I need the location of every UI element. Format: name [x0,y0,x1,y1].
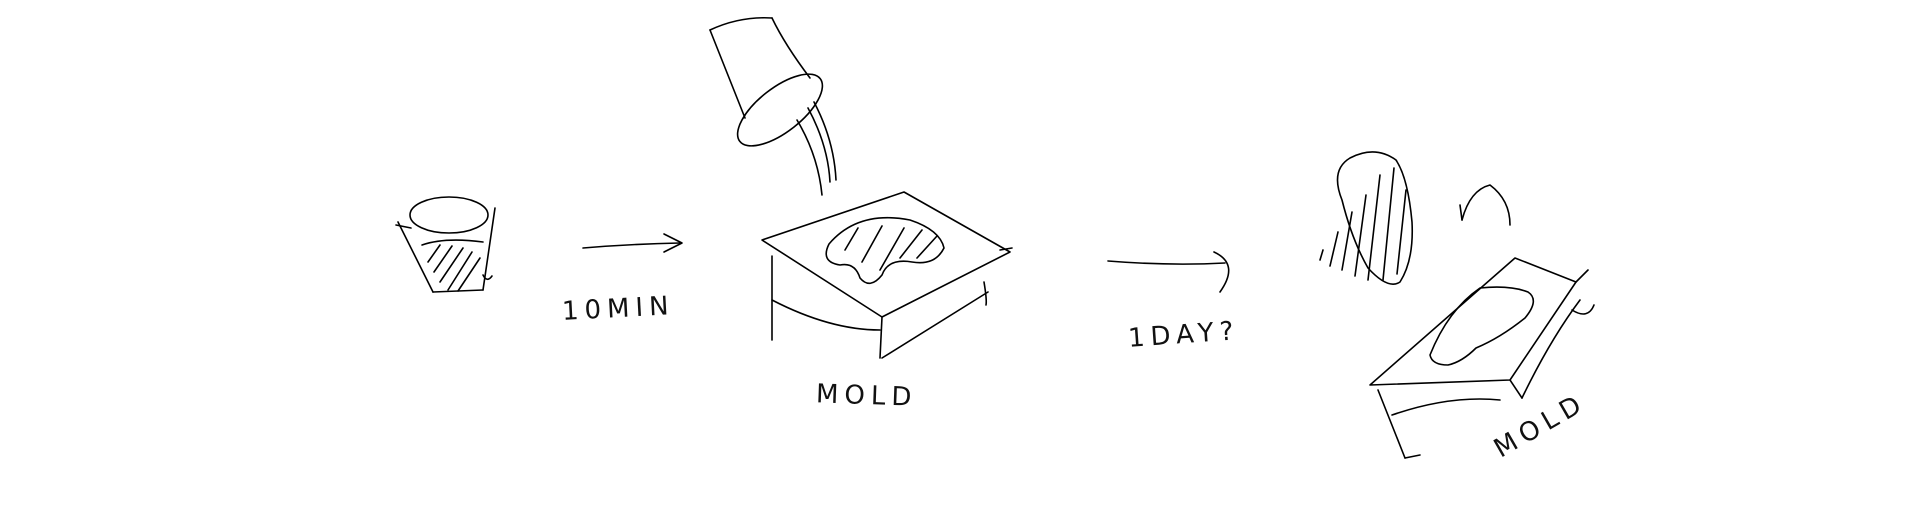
step-mix-label: 10MIN [561,291,676,327]
step-cure-label: 1DAY? [1127,316,1241,354]
arrow-icon [582,233,683,253]
arrow-icon-2 [1107,251,1230,293]
lift-arrow-icon [1459,184,1511,226]
pouring-bucket-icon [709,16,824,147]
mold-icon [761,191,1013,359]
mold-label: MOLD [815,379,918,413]
pour-stream-icon [796,101,837,196]
cast-part-icon [1319,151,1414,285]
mixing-cup-icon [395,196,496,293]
mold-icon-2 [1369,257,1595,459]
